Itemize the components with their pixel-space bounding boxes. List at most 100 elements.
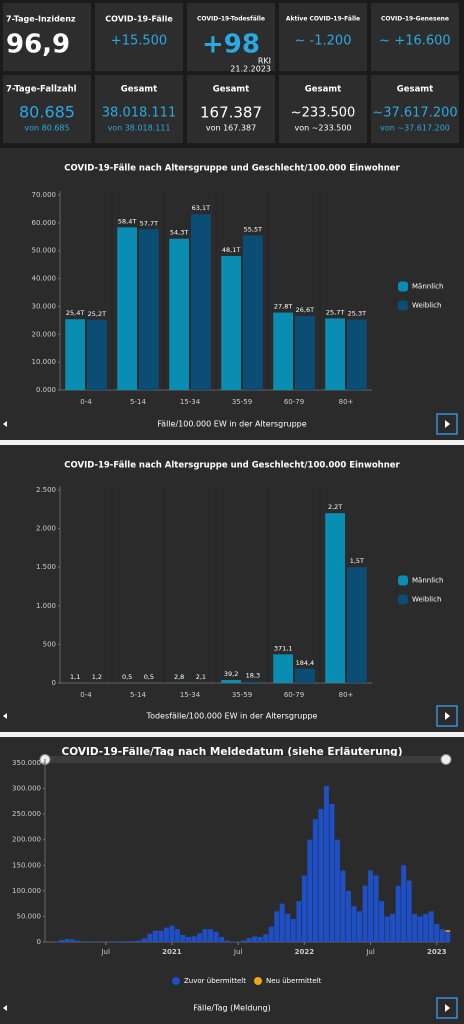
nav-next[interactable]: [436, 997, 458, 1019]
bar-segment: [296, 901, 302, 942]
bar-segment: [59, 939, 65, 942]
bar-value-label: 48,1T: [222, 246, 240, 254]
legend-swatch: [398, 300, 408, 311]
legend-label: Neu übermittelt: [266, 977, 322, 985]
bar-segment: [340, 870, 346, 942]
bar: [295, 315, 315, 390]
bar-segment: [445, 930, 451, 932]
bar-segment: [191, 936, 197, 942]
kpi-title: COVID-19-Genesene: [381, 16, 449, 23]
bar-segment: [53, 941, 59, 942]
bar: [325, 318, 345, 390]
y-tick-label: 2.500: [36, 486, 56, 494]
x-tick-label: 80+: [339, 691, 354, 699]
bar: [347, 567, 367, 683]
nav-prev[interactable]: [3, 713, 7, 719]
y-tick-label: 250.000: [12, 810, 41, 818]
range-slider[interactable]: [45, 756, 450, 763]
bar: [273, 312, 293, 390]
bar-segment: [114, 941, 120, 942]
y-tick-label: 300.000: [12, 785, 41, 793]
bar-segment: [230, 941, 236, 942]
bar-value-label: 1,1: [70, 673, 80, 681]
kpi-title: COVID-19-Fälle: [105, 15, 173, 24]
bar-value-label: 25,2T: [88, 310, 106, 318]
kpi-tile: [187, 3, 275, 71]
kpi-title: Aktive COVID-19-Fälle: [286, 16, 360, 23]
bar: [117, 227, 137, 390]
bar-segment: [163, 927, 169, 942]
kpi-value: 38.018.111: [102, 106, 176, 121]
nav-prev[interactable]: [3, 1005, 7, 1011]
bar-segment: [213, 931, 219, 942]
bar-segment: [274, 911, 280, 942]
bar-value-label: 27,8T: [274, 303, 292, 311]
chart-title: COVID-19-Fälle nach Altersgruppe und Ges…: [64, 461, 400, 471]
kpi-tile: [279, 75, 367, 143]
bar-segment: [235, 941, 241, 942]
bar-segment: [412, 913, 418, 942]
bar-segment: [136, 940, 142, 942]
bar-segment: [208, 929, 214, 942]
bar: [191, 214, 211, 390]
bar-value-label: 2,1: [196, 673, 206, 681]
y-tick-label: 10.000: [32, 358, 57, 366]
bar-value-label: 2,8: [174, 673, 184, 681]
separator: [0, 732, 464, 737]
nav-next[interactable]: [436, 705, 458, 727]
kpi-tile: [95, 3, 183, 71]
nav-next-arrow[interactable]: [445, 712, 450, 720]
kpi-value: 80.685: [19, 103, 75, 122]
bar-segment: [241, 940, 247, 942]
nav-prev[interactable]: [3, 421, 7, 427]
y-tick-label: 50.000: [17, 912, 42, 920]
bar-segment: [285, 913, 291, 942]
kpi-tile: [371, 75, 459, 143]
kpi-title: COVID-19-Todesfälle: [197, 16, 265, 23]
kpi-title: 7-Tage-Inzidenz: [6, 15, 76, 24]
bar-segment: [362, 885, 368, 942]
x-axis-label: Todesfälle/100.000 EW in der Altersgrupp…: [146, 712, 318, 721]
x-tick-label: 60-79: [284, 691, 304, 699]
x-tick-label: 35-59: [232, 398, 252, 406]
bar-segment: [147, 933, 153, 942]
bar: [243, 681, 263, 683]
bar: [243, 235, 263, 390]
bar: [295, 668, 315, 683]
bar: [273, 654, 293, 683]
x-axis-label: Fälle/100.000 EW in der Altersgruppe: [157, 420, 306, 429]
y-tick-label: 0: [37, 938, 41, 946]
bar-segment: [318, 809, 324, 942]
kpi-value: ~37.617.200: [372, 106, 457, 121]
bar-segment: [423, 913, 429, 942]
bar-segment: [252, 936, 258, 942]
x-tick-label: 2022: [295, 948, 315, 956]
bar-segment: [312, 819, 318, 942]
nav-next[interactable]: [436, 413, 458, 435]
y-tick-label: 1.000: [36, 602, 56, 610]
bar: [221, 256, 241, 390]
kpi-date: 21.2.2023: [230, 65, 271, 74]
x-tick-label: 5-14: [130, 691, 146, 699]
y-tick-label: 500: [43, 640, 56, 648]
legend-swatch: [398, 281, 408, 292]
legend-swatch: [254, 977, 262, 985]
nav-next-arrow[interactable]: [445, 1004, 450, 1012]
slider-handle[interactable]: [440, 754, 452, 765]
kpi-title: Gesamt: [213, 85, 249, 95]
y-tick-label: 30.000: [32, 302, 57, 310]
kpi-sub: von ~233.500: [294, 124, 351, 133]
bar-segment: [384, 916, 390, 942]
legend-label: Zuvor übermittelt: [184, 977, 246, 985]
legend-label: Männlich: [412, 283, 443, 291]
kpi-tile: [187, 75, 275, 143]
bar-segment: [169, 925, 175, 942]
nav-next-arrow[interactable]: [445, 420, 450, 428]
bar-segment: [357, 911, 362, 942]
bar-segment: [351, 906, 357, 942]
kpi-source: RKI: [258, 57, 271, 66]
kpi-title: 7-Tage-Fallzahl: [6, 85, 77, 95]
bar-segment: [373, 875, 379, 942]
bar-segment: [180, 934, 186, 942]
y-tick-label: 20.000: [32, 330, 57, 338]
